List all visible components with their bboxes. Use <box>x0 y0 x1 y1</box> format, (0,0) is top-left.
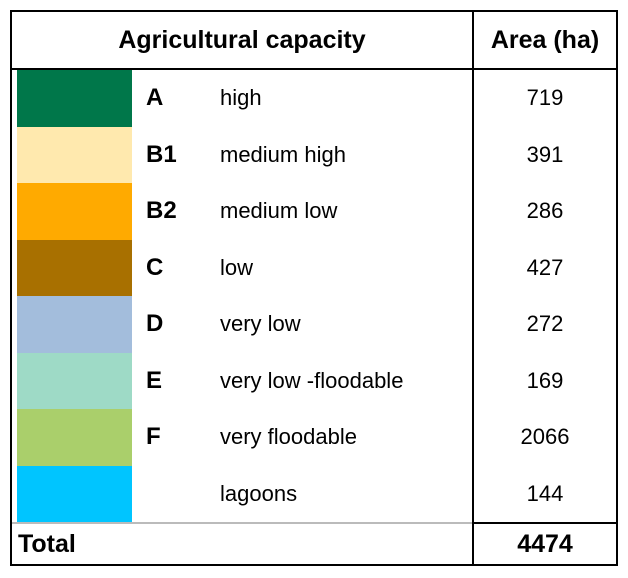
swatch <box>17 239 132 296</box>
header-rule <box>12 68 616 70</box>
swatch <box>17 296 132 353</box>
class-area: 286 <box>526 198 564 224</box>
class-area: 2066 <box>520 424 570 450</box>
class-label: medium low <box>220 198 338 224</box>
class-area: 144 <box>526 480 564 506</box>
class-code: A <box>146 84 164 112</box>
row-rule <box>12 522 472 524</box>
class-area: 391 <box>526 141 564 167</box>
class-code: D <box>146 310 164 338</box>
class-area: 427 <box>526 254 564 280</box>
swatch <box>17 70 132 127</box>
class-label: medium high <box>220 141 346 167</box>
capacity-table: Agricultural capacity Area (ha) Total 44… <box>10 10 618 566</box>
swatch <box>17 409 132 466</box>
header-area: Area (ha) <box>490 25 600 54</box>
swatch <box>17 126 132 183</box>
class-label: very low <box>220 311 301 337</box>
class-label: low <box>220 254 254 280</box>
class-code: E <box>146 366 163 394</box>
class-label: very floodable <box>220 424 357 450</box>
class-code: F <box>146 423 161 451</box>
swatch <box>17 465 132 522</box>
swatch <box>17 352 132 409</box>
class-label: lagoons <box>220 480 298 506</box>
class-code: B1 <box>146 140 177 168</box>
class-code: B2 <box>146 197 177 225</box>
class-label: very low -floodable <box>220 367 404 393</box>
total-area: 4474 <box>517 529 573 558</box>
total-label: Total <box>18 529 76 558</box>
class-area: 719 <box>526 85 564 111</box>
class-area: 169 <box>526 367 564 393</box>
class-area: 272 <box>526 311 564 337</box>
column-rule <box>472 12 474 564</box>
class-code: C <box>146 253 164 281</box>
class-label: high <box>220 85 262 111</box>
swatch <box>17 183 132 240</box>
header-title: Agricultural capacity <box>118 25 366 54</box>
